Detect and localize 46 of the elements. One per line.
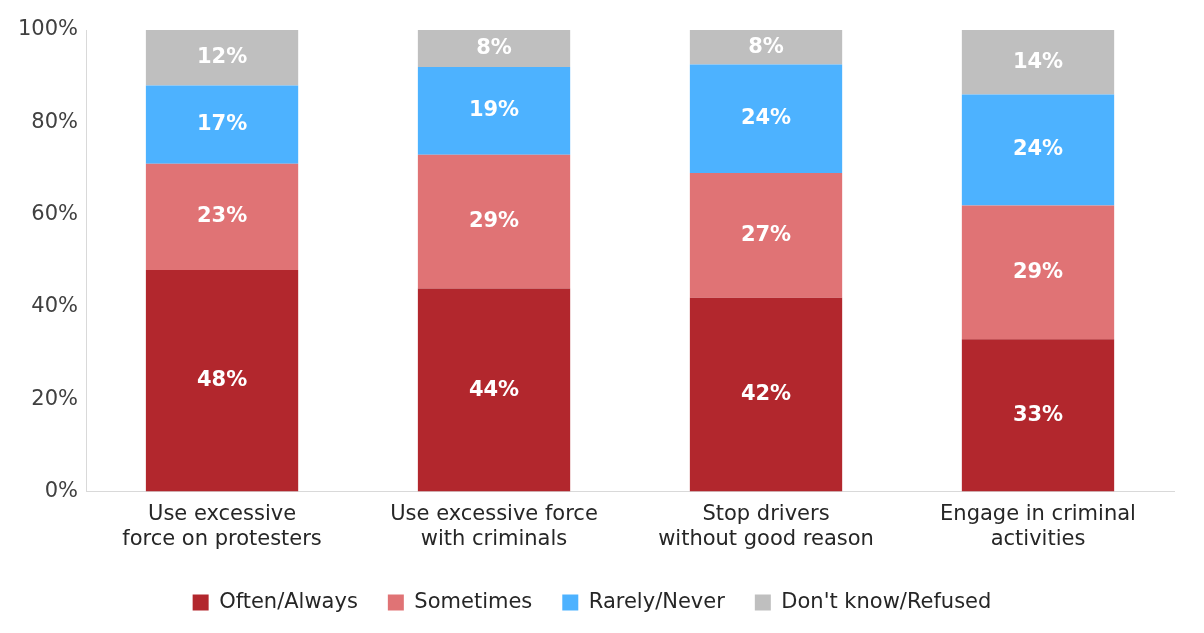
legend-label: Rarely/Never <box>588 588 726 613</box>
data-label: 42% <box>740 381 792 406</box>
data-label: 27% <box>740 221 792 246</box>
bar <box>961 339 1115 492</box>
data-label: 44% <box>468 376 520 401</box>
data-label: 33% <box>1012 401 1064 426</box>
y-tick-label: 0% <box>44 478 79 503</box>
data-label: 29% <box>468 208 520 233</box>
data-label: 17% <box>196 111 248 136</box>
bar <box>145 270 299 492</box>
data-label: 24% <box>1012 136 1064 161</box>
y-tick-label: 60% <box>31 201 79 226</box>
bar <box>145 85 299 164</box>
y-tick-label: 40% <box>31 293 79 318</box>
x-tick-label: Use excessive force on protesters <box>122 500 322 550</box>
data-label: 24% <box>740 105 792 130</box>
bar <box>417 66 571 155</box>
data-label: 29% <box>1012 258 1064 283</box>
bar <box>961 205 1115 340</box>
bar <box>417 288 571 492</box>
x-tick-label: Stop drivers without good reason <box>658 500 874 550</box>
bar <box>417 154 571 289</box>
data-label: 12% <box>196 44 248 69</box>
bar <box>145 30 299 86</box>
legend-label: Sometimes <box>414 588 533 613</box>
bar <box>961 30 1115 95</box>
bar <box>689 173 843 298</box>
bar <box>689 64 843 174</box>
y-tick-label: 100% <box>17 16 79 41</box>
data-label: 19% <box>468 97 520 122</box>
data-label: 14% <box>1012 48 1064 73</box>
bar <box>145 163 299 271</box>
y-tick-label: 80% <box>31 108 79 133</box>
data-label: 48% <box>196 367 248 392</box>
x-tick-label: Use excessive force with criminals <box>390 500 598 550</box>
data-label: 23% <box>196 203 248 228</box>
data-label: 8% <box>748 33 784 58</box>
x-tick-label: Engage in criminal activities <box>940 500 1136 550</box>
legend-label: Often/Always <box>219 588 358 613</box>
data-label: 8% <box>476 34 512 59</box>
legend-label: Don't know/Refused <box>781 588 992 613</box>
bar <box>961 94 1115 206</box>
bar <box>689 297 843 492</box>
bar <box>417 30 571 67</box>
y-tick-label: 20% <box>31 385 79 410</box>
bar <box>689 30 843 65</box>
